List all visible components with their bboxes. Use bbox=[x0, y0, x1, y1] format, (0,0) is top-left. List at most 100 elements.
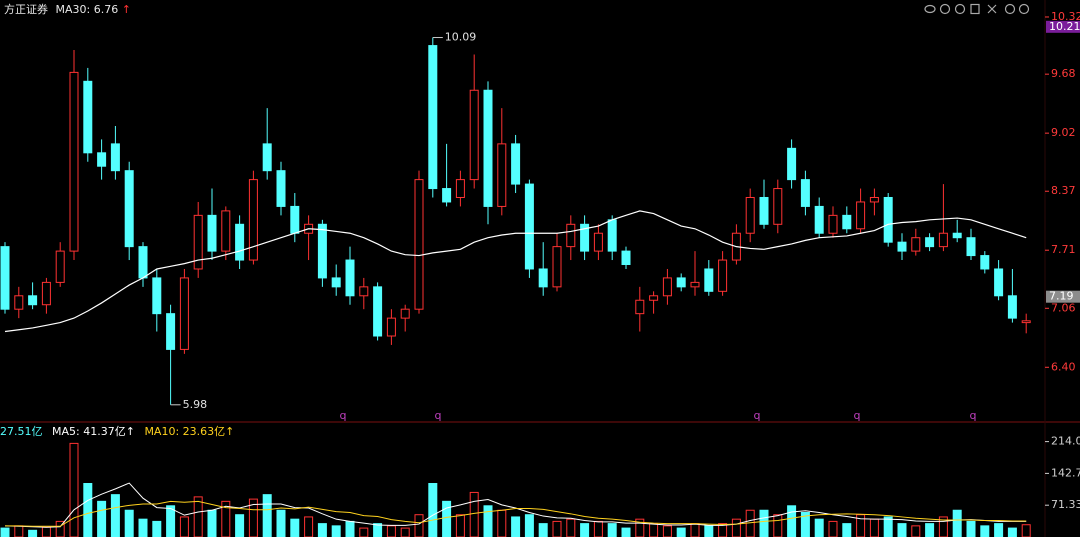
candle-body bbox=[511, 143, 521, 185]
volume-bar bbox=[69, 442, 79, 537]
candle-body bbox=[690, 281, 700, 288]
candle-body bbox=[373, 286, 383, 337]
price-marker-box bbox=[1046, 290, 1080, 303]
legend-ma5: MA5: 41.37亿↑ bbox=[52, 425, 135, 438]
zoom-in-icon[interactable] bbox=[1004, 3, 1016, 15]
volume-bar bbox=[814, 518, 824, 537]
candle-body bbox=[580, 223, 590, 252]
volume-bar bbox=[483, 505, 493, 537]
volume-bar bbox=[276, 509, 286, 537]
volume-bar bbox=[152, 520, 162, 537]
candle-body bbox=[883, 196, 893, 243]
volume-bar bbox=[731, 518, 741, 537]
candle-body bbox=[759, 196, 769, 225]
event-marker: q bbox=[754, 409, 761, 422]
candle-body bbox=[552, 246, 562, 288]
volume-bar bbox=[1021, 524, 1031, 537]
candle-body bbox=[800, 179, 810, 207]
volume-bar bbox=[649, 523, 659, 537]
settings-icon[interactable] bbox=[939, 3, 951, 15]
volume-bar bbox=[469, 491, 479, 537]
candle-body bbox=[538, 268, 548, 288]
candle-body bbox=[331, 277, 341, 288]
candle-body bbox=[745, 196, 755, 234]
volume-bar bbox=[235, 514, 245, 537]
volume-bar bbox=[0, 527, 10, 537]
play-icon[interactable] bbox=[954, 3, 966, 15]
event-marker: q bbox=[970, 409, 977, 422]
volume-bar bbox=[966, 520, 976, 537]
candle-body bbox=[773, 188, 783, 225]
volume-bar bbox=[14, 525, 24, 537]
candle-body bbox=[897, 241, 907, 252]
candle-body bbox=[138, 246, 148, 279]
ma30-label: MA30: 6.76 bbox=[56, 3, 119, 16]
candle-body bbox=[718, 259, 728, 292]
y-tick-label: 8.37 bbox=[1051, 184, 1076, 197]
eye-icon[interactable] bbox=[924, 4, 936, 14]
y-tick-label: 9.68 bbox=[1051, 67, 1076, 80]
volume-bar bbox=[373, 523, 383, 537]
volume-bar bbox=[414, 514, 424, 537]
candle-body bbox=[925, 237, 935, 248]
cut-icon[interactable] bbox=[987, 4, 997, 14]
volume-bar bbox=[773, 514, 783, 537]
candle-body bbox=[110, 143, 120, 172]
volume-bar bbox=[331, 525, 341, 537]
volume-bar bbox=[207, 509, 217, 537]
candle-body bbox=[290, 205, 300, 234]
y-tick-label: 71.33 bbox=[1051, 498, 1080, 511]
candle-body bbox=[317, 223, 327, 279]
volume-bar bbox=[704, 525, 714, 537]
y-tick-label: 7.06 bbox=[1051, 301, 1076, 314]
candle-body bbox=[980, 255, 990, 270]
candle-body bbox=[593, 232, 603, 252]
price-marker-box bbox=[1046, 20, 1080, 33]
candle-body bbox=[55, 250, 65, 283]
y-tick-label: 10.32 bbox=[1051, 10, 1080, 23]
candle-body bbox=[262, 143, 272, 172]
candle-body bbox=[994, 268, 1004, 297]
extreme-label: 5.98 bbox=[183, 398, 208, 411]
copy-icon[interactable] bbox=[970, 3, 980, 15]
volume-bar bbox=[110, 494, 120, 537]
price-marker-label: 10.21 bbox=[1049, 20, 1080, 33]
volume-bar bbox=[883, 516, 893, 537]
candle-body bbox=[856, 201, 866, 230]
candle-body bbox=[469, 89, 479, 181]
candle-body bbox=[635, 299, 645, 315]
volume-bar bbox=[607, 523, 617, 537]
candle-body bbox=[649, 295, 659, 301]
volume-ma-line bbox=[5, 500, 1027, 527]
candle-body bbox=[97, 152, 107, 167]
candle-body bbox=[124, 170, 134, 248]
ma30-arrow: ↑ bbox=[122, 3, 131, 16]
candle-body bbox=[83, 80, 93, 154]
zoom-out-icon[interactable] bbox=[1018, 3, 1030, 15]
candle-body bbox=[842, 214, 852, 230]
volume-bar bbox=[718, 523, 728, 537]
candle-body bbox=[566, 223, 576, 248]
y-tick-label: 6.40 bbox=[1051, 360, 1076, 373]
candle-body bbox=[621, 250, 631, 266]
candle-body bbox=[662, 277, 672, 297]
volume-bar bbox=[166, 505, 176, 537]
stock-name: 方正证券 bbox=[4, 2, 48, 16]
legend-ma10: MA10: 23.63亿↑ bbox=[144, 425, 234, 438]
candle-body bbox=[14, 295, 24, 310]
candle-body bbox=[179, 277, 189, 350]
volume-label: 27.51亿 bbox=[0, 425, 43, 438]
volume-bar bbox=[193, 496, 203, 537]
volume-bar bbox=[497, 509, 507, 537]
candle-body bbox=[166, 313, 176, 350]
volume-bar bbox=[83, 483, 93, 537]
candle-body bbox=[345, 259, 355, 297]
volume-bar bbox=[690, 523, 700, 537]
volume-bar bbox=[828, 520, 838, 537]
volume-bar bbox=[593, 520, 603, 537]
volume-bar bbox=[842, 523, 852, 537]
candle-body bbox=[221, 210, 231, 252]
volume-bar bbox=[124, 509, 134, 537]
candle-body bbox=[524, 183, 534, 270]
price-marker-label: 7.19 bbox=[1049, 290, 1074, 303]
